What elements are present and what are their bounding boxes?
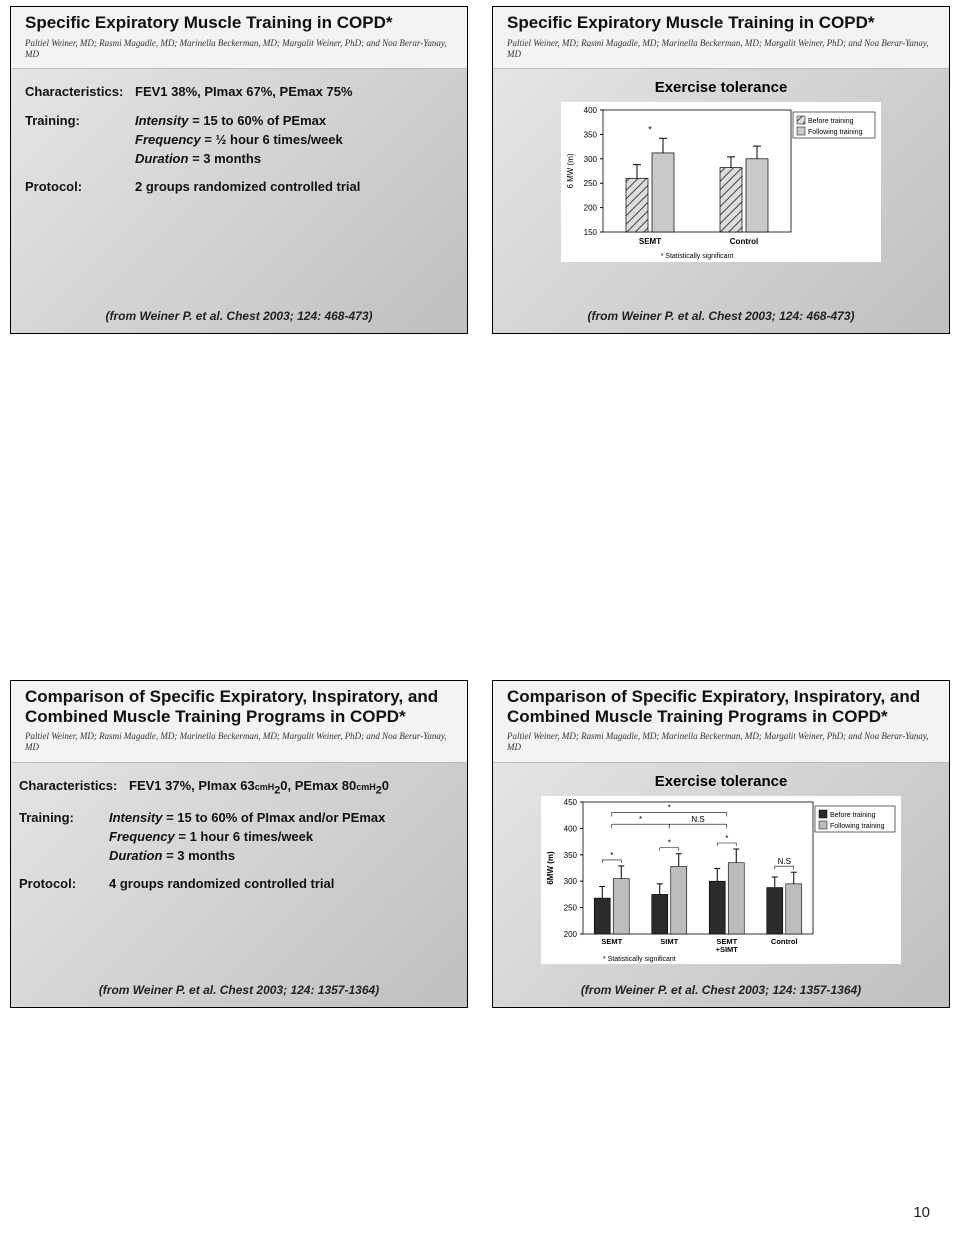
panel-title: Comparison of Specific Expiratory, Inspi… <box>507 687 935 726</box>
svg-text:350: 350 <box>584 130 598 139</box>
svg-text:Before training: Before training <box>830 812 876 819</box>
panel-semt-text: Specific Expiratory Muscle Training in C… <box>10 6 468 334</box>
svg-text:+SIMT: +SIMT <box>716 945 739 954</box>
panel-title: Comparison of Specific Expiratory, Inspi… <box>25 687 453 726</box>
citation: (from Weiner P. et al. Chest 2003; 124: … <box>493 309 949 323</box>
chart-subhead: Exercise tolerance <box>493 773 949 790</box>
training-label: Training: <box>19 809 109 866</box>
slide-row-1: Specific Expiratory Muscle Training in C… <box>0 0 960 334</box>
characteristics-value: FEV1 37%, PImax 63cmH20, PEmax 80cmH20 <box>129 777 389 799</box>
svg-text:SEMT: SEMT <box>601 937 622 946</box>
svg-text:*: * <box>610 850 613 859</box>
citation: (from Weiner P. et al. Chest 2003; 124: … <box>11 983 467 997</box>
svg-text:Following training: Following training <box>808 129 863 136</box>
citation: (from Weiner P. et al. Chest 2003; 124: … <box>11 309 467 323</box>
chart-subhead: Exercise tolerance <box>493 79 949 96</box>
panel-authors: Paltiel Weiner, MD; Rasmi Magadle, MD; M… <box>25 38 453 61</box>
protocol-value: 4 groups randomized controlled trial <box>109 875 334 894</box>
svg-text:Before training: Before training <box>808 118 854 125</box>
characteristics-label: Characteristics: <box>19 777 129 799</box>
svg-text:*: * <box>639 815 642 824</box>
svg-text:200: 200 <box>564 930 578 939</box>
svg-text:300: 300 <box>584 155 598 164</box>
training-lines: Intensity = 15 to 60% of PImax and/or PE… <box>109 809 385 866</box>
panel-header: Comparison of Specific Expiratory, Inspi… <box>493 681 949 763</box>
panel-header: Specific Expiratory Muscle Training in C… <box>11 7 467 69</box>
citation: (from Weiner P. et al. Chest 2003; 124: … <box>493 983 949 997</box>
svg-text:N.S: N.S <box>691 815 704 824</box>
svg-text:Control: Control <box>730 237 758 246</box>
panel-header: Specific Expiratory Muscle Training in C… <box>493 7 949 69</box>
svg-text:250: 250 <box>584 179 598 188</box>
panel-body: Characteristics: FEV1 37%, PImax 63cmH20… <box>11 763 467 895</box>
panel-title: Specific Expiratory Muscle Training in C… <box>25 13 453 33</box>
svg-text:350: 350 <box>564 850 578 859</box>
characteristics-label: Characteristics: <box>25 83 135 102</box>
svg-text:150: 150 <box>584 228 598 237</box>
svg-text:Control: Control <box>771 937 798 946</box>
svg-text:250: 250 <box>564 903 578 912</box>
svg-text:200: 200 <box>584 204 598 213</box>
panel-title: Specific Expiratory Muscle Training in C… <box>507 13 935 33</box>
svg-text:* Statistically significant: * Statistically significant <box>661 253 734 260</box>
training-lines: Intensity = 15 to 60% of PEmax Frequency… <box>135 112 343 169</box>
svg-text:400: 400 <box>564 824 578 833</box>
svg-text:*: * <box>648 124 652 134</box>
bar-chart: 150 200 250 300 350 400 6 MW (m) * SEMT Control Be… <box>561 102 881 262</box>
svg-text:* Statistically significant: * Statistically significant <box>603 956 676 963</box>
panel-authors: Paltiel Weiner, MD; Rasmi Magadle, MD; M… <box>507 731 935 754</box>
panel-header: Comparison of Specific Expiratory, Inspi… <box>11 681 467 763</box>
characteristics-value: FEV1 38%, PImax 67%, PEmax 75% <box>135 83 353 102</box>
panel-semt-chart: Specific Expiratory Muscle Training in C… <box>492 6 950 334</box>
panel-authors: Paltiel Weiner, MD; Rasmi Magadle, MD; M… <box>507 38 935 61</box>
svg-text:*: * <box>725 834 728 843</box>
svg-text:6MW (m): 6MW (m) <box>546 851 555 885</box>
svg-text:300: 300 <box>564 877 578 886</box>
chart-container: 150 200 250 300 350 400 6 MW (m) * SEMT Control Be… <box>561 102 881 262</box>
svg-text:SIMT: SIMT <box>660 937 678 946</box>
svg-text:6 MW (m): 6 MW (m) <box>566 153 575 188</box>
bar-chart: 2002503003504004506MW (m)*SEMT*SIMT*SEMT… <box>541 796 901 964</box>
training-label: Training: <box>25 112 135 169</box>
protocol-label: Protocol: <box>19 875 109 894</box>
page-number: 10 <box>913 1204 930 1221</box>
slide-row-2: Comparison of Specific Expiratory, Inspi… <box>0 334 960 1008</box>
panel-combined-chart: Comparison of Specific Expiratory, Inspi… <box>492 680 950 1008</box>
panel-body: Characteristics: FEV1 38%, PImax 67%, PE… <box>11 69 467 197</box>
svg-text:N.S: N.S <box>778 857 791 866</box>
svg-text:*: * <box>668 838 671 847</box>
panel-combined-text: Comparison of Specific Expiratory, Inspi… <box>10 680 468 1008</box>
protocol-value: 2 groups randomized controlled trial <box>135 178 360 197</box>
svg-text:Following training: Following training <box>830 823 885 830</box>
svg-text:*: * <box>668 803 671 812</box>
svg-text:400: 400 <box>584 106 598 115</box>
protocol-label: Protocol: <box>25 178 135 197</box>
svg-text:450: 450 <box>564 798 578 807</box>
svg-text:SEMT: SEMT <box>639 237 661 246</box>
panel-authors: Paltiel Weiner, MD; Rasmi Magadle, MD; M… <box>25 731 453 754</box>
chart-container: 2002503003504004506MW (m)*SEMT*SIMT*SEMT… <box>541 796 901 964</box>
